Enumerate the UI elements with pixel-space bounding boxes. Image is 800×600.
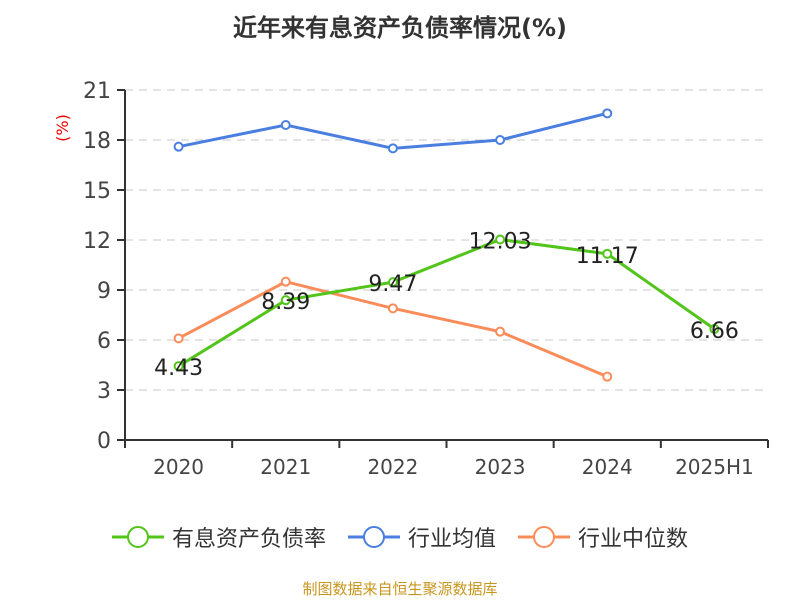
data-label: 9.47 bbox=[368, 272, 417, 297]
y-tick-label: 21 bbox=[83, 79, 111, 104]
legend-line-circle-icon bbox=[518, 526, 570, 548]
x-tick-label: 2024 bbox=[582, 455, 633, 479]
data-point bbox=[387, 277, 398, 288]
data-point bbox=[602, 371, 613, 382]
legend-label: 行业中位数 bbox=[578, 527, 689, 552]
legend-item[interactable]: 行业均值 bbox=[347, 521, 496, 553]
legend-item[interactable]: 有息资产负债率 bbox=[111, 521, 326, 553]
source-footer: 制图数据来自恒生聚源数据库 bbox=[302, 580, 498, 598]
data-label: 8.39 bbox=[261, 290, 310, 315]
y-tick-label: 9 bbox=[97, 279, 111, 304]
data-point bbox=[280, 120, 291, 130]
data-point bbox=[387, 143, 398, 154]
y-tick-label: 18 bbox=[83, 129, 111, 154]
x-tick-label: 2022 bbox=[367, 455, 418, 479]
legend-line-circle-icon bbox=[111, 526, 164, 548]
x-tick-label: 2025H1 bbox=[675, 455, 754, 479]
data-point bbox=[495, 135, 506, 145]
y-axis-label: (%) bbox=[53, 114, 72, 142]
data-point bbox=[495, 326, 506, 337]
data-point bbox=[709, 324, 720, 334]
data-label: 4.43 bbox=[154, 356, 203, 381]
data-point bbox=[173, 333, 184, 344]
y-tick-label: 3 bbox=[97, 379, 111, 404]
data-point bbox=[280, 295, 291, 306]
series-line bbox=[178, 111, 608, 150]
data-point bbox=[280, 276, 291, 287]
data-point bbox=[602, 108, 613, 119]
chart-title: 近年来有息资产负债率情况(%) bbox=[233, 14, 567, 42]
legend: 有息资产负债率 行业均值 行业中位数 bbox=[0, 521, 800, 553]
x-tick-label: 2023 bbox=[475, 455, 526, 479]
series-line bbox=[177, 237, 716, 368]
x-tick-label: 2021 bbox=[260, 455, 311, 479]
data-label: 11.17 bbox=[576, 244, 639, 269]
legend-line-circle-icon bbox=[347, 526, 400, 548]
legend-label: 行业均值 bbox=[407, 527, 496, 552]
legend-label: 有息资产负债率 bbox=[171, 527, 326, 552]
data-label: 6.66 bbox=[690, 319, 739, 344]
y-tick-label: 15 bbox=[83, 179, 111, 204]
data-point bbox=[495, 234, 506, 245]
data-label: 12.03 bbox=[469, 230, 532, 255]
y-tick-label: 6 bbox=[97, 329, 111, 354]
y-tick-label: 0 bbox=[97, 429, 111, 454]
legend-item[interactable]: 行业中位数 bbox=[518, 521, 688, 553]
data-point bbox=[387, 303, 398, 314]
data-point bbox=[602, 248, 613, 259]
y-tick-label: 12 bbox=[83, 229, 111, 254]
x-tick-label: 2020 bbox=[153, 455, 204, 479]
data-point bbox=[173, 141, 184, 152]
data-point bbox=[173, 361, 184, 372]
